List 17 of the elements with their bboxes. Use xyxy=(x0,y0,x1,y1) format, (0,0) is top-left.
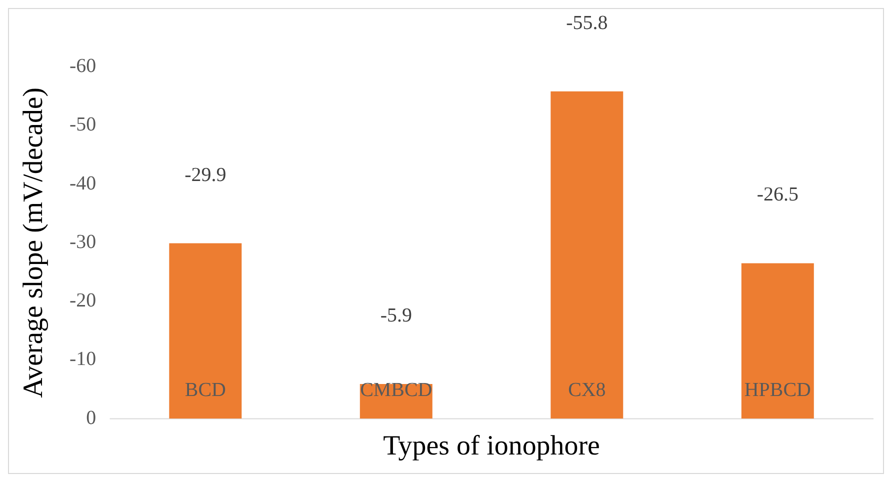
data-label: -5.9 xyxy=(380,304,412,327)
x-tick-label: BCD xyxy=(184,379,226,401)
y-tick-label: 0 xyxy=(86,406,96,429)
y-tick-label: -60 xyxy=(69,54,96,77)
x-axis-title: Types of ionophore xyxy=(383,430,600,462)
y-tick-label: -40 xyxy=(69,172,96,194)
y-tick-label: -50 xyxy=(69,114,96,136)
y-axis-title: Average slope (mV/decade) xyxy=(18,87,50,398)
data-label: -26.5 xyxy=(756,184,798,206)
data-label: -29.9 xyxy=(184,164,226,186)
x-tick-label: CX8 xyxy=(568,379,606,401)
x-tick-label: CMBCD xyxy=(360,379,432,401)
data-label: -55.8 xyxy=(566,12,608,34)
x-tick-label: HPBCD xyxy=(744,379,811,401)
y-tick-label: -10 xyxy=(69,348,96,370)
y-tick-label: -20 xyxy=(69,290,96,312)
y-tick-label: -30 xyxy=(69,230,96,253)
